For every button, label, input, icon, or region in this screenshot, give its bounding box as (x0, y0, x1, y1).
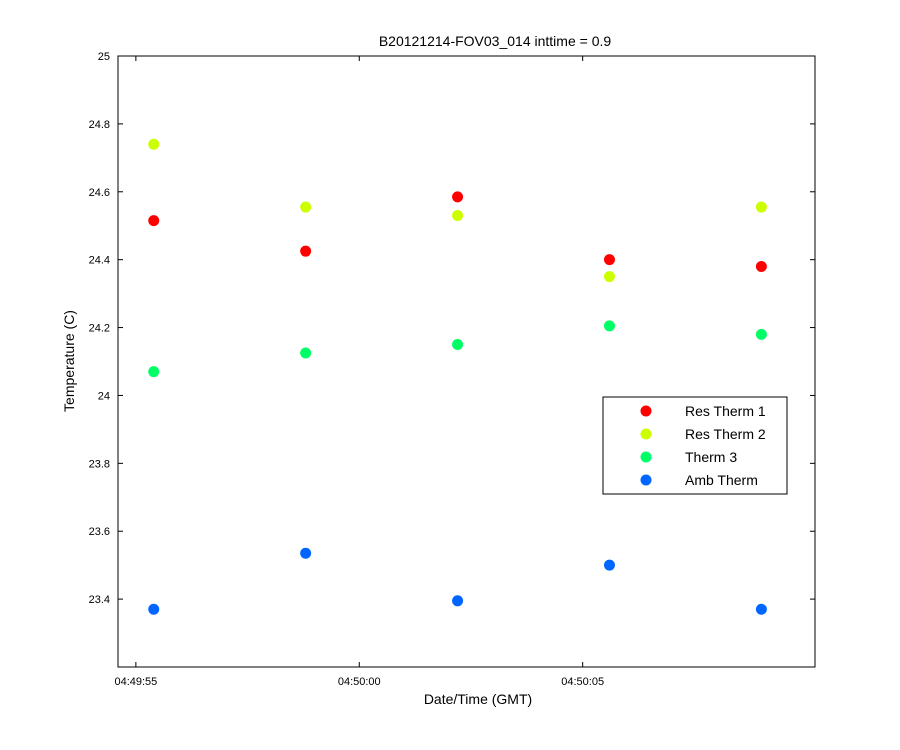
legend-marker (640, 451, 652, 463)
data-point-res-therm-2 (300, 201, 312, 213)
x-tick-label: 04:50:05 (561, 676, 604, 688)
data-point-therm-3 (452, 339, 464, 351)
y-tick-label: 23.4 (89, 594, 110, 606)
legend-label: Therm 3 (685, 449, 737, 465)
y-tick-label: 24.8 (89, 119, 110, 131)
data-point-res-therm-2 (755, 201, 767, 213)
data-point-therm-3 (755, 328, 767, 340)
data-point-res-therm-2 (452, 210, 464, 222)
chart-title: B20121214-FOV03_014 inttime = 0.9 (379, 33, 612, 49)
x-axis: 04:49:55 04:50:00 04:50:05 (114, 56, 604, 688)
data-point-therm-3 (603, 320, 615, 332)
legend-box (602, 396, 788, 495)
data-point-res-therm-2 (603, 271, 615, 283)
plot-area (117, 55, 816, 668)
y-axis: 23.4 23.6 23.8 24 24.2 24.4 24.6 24.8 25 (89, 51, 815, 606)
data-point-res-therm-2 (148, 138, 160, 150)
y-tick-label: 24 (98, 390, 110, 402)
legend-marker (640, 428, 652, 440)
data-point-amb-therm (300, 547, 312, 559)
legend: Res Therm 1 Res Therm 2 Therm 3 Amb Therm (602, 396, 788, 495)
data-points (148, 138, 767, 615)
data-point-therm-3 (300, 347, 312, 359)
x-tick-label: 04:49:55 (114, 676, 157, 688)
legend-label: Res Therm 2 (685, 426, 766, 442)
y-axis-label: Temperature (C) (61, 310, 77, 412)
x-tick-label: 04:50:00 (338, 676, 381, 688)
x-axis-label: Date/Time (GMT) (424, 691, 532, 707)
data-point-res-therm-1 (755, 260, 767, 272)
legend-marker (640, 405, 652, 417)
y-tick-label: 24.6 (89, 187, 110, 199)
data-point-res-therm-1 (603, 254, 615, 266)
y-tick-label: 23.6 (89, 526, 110, 538)
y-tick-label: 24.4 (89, 255, 110, 267)
legend-marker (640, 474, 652, 486)
data-point-amb-therm (148, 603, 160, 615)
data-point-res-therm-1 (148, 215, 160, 227)
data-point-amb-therm (452, 595, 464, 607)
data-point-res-therm-1 (452, 191, 464, 203)
data-point-therm-3 (148, 366, 160, 378)
legend-label: Amb Therm (685, 472, 758, 488)
data-point-res-therm-1 (300, 245, 312, 257)
y-tick-label: 25 (98, 51, 110, 63)
data-point-amb-therm (603, 559, 615, 571)
data-point-amb-therm (755, 603, 767, 615)
legend-label: Res Therm 1 (685, 403, 766, 419)
y-tick-label: 24.2 (89, 323, 110, 335)
y-tick-label: 23.8 (89, 458, 110, 470)
